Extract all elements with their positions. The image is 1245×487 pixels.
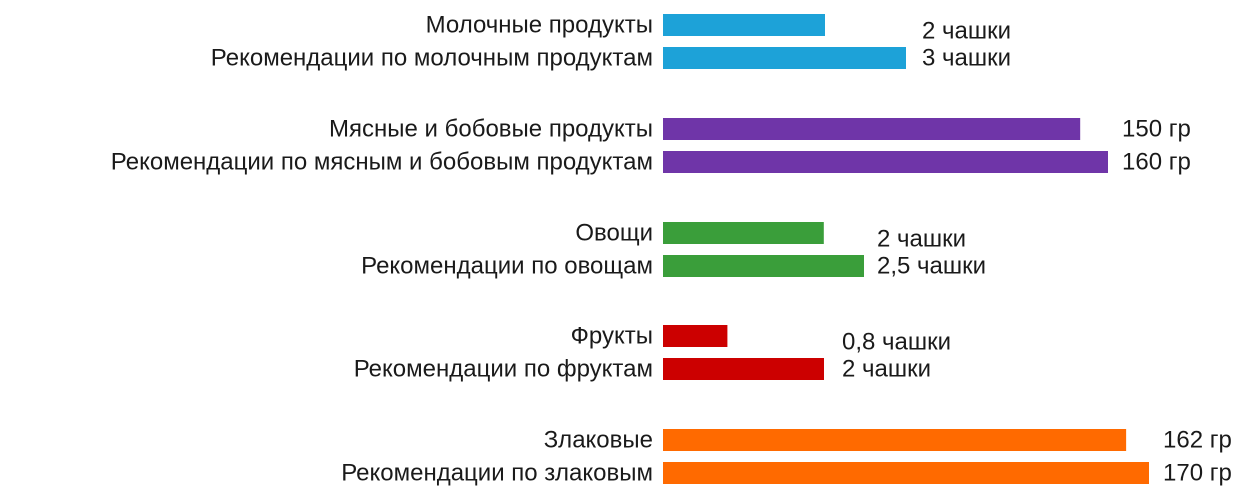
category-label: Мясные и бобовые продукты xyxy=(329,116,653,143)
data-label: 150 гр xyxy=(1122,116,1191,143)
data-label: 2 чашки xyxy=(922,18,1011,45)
bar xyxy=(663,151,1108,173)
data-label: 2 чашки xyxy=(842,356,931,383)
category-label: Молочные продукты xyxy=(426,12,653,39)
bar xyxy=(663,47,906,69)
bar xyxy=(663,325,728,347)
category-label: Злаковые xyxy=(544,427,653,454)
bar xyxy=(663,222,824,244)
bar xyxy=(663,462,1149,484)
bar xyxy=(663,358,824,380)
category-label: Рекомендации по фруктам xyxy=(354,356,653,383)
category-label: Фрукты xyxy=(571,323,653,350)
data-label: 170 гр xyxy=(1163,460,1232,487)
data-label: 2,5 чашки xyxy=(877,253,986,280)
data-label: 160 гр xyxy=(1122,149,1191,176)
data-label: 2 чашки xyxy=(877,226,966,253)
bar xyxy=(663,429,1127,451)
category-label: Рекомендации по злаковым xyxy=(341,460,653,487)
category-label: Рекомендации по молочным продуктам xyxy=(211,45,653,72)
category-label: Овощи xyxy=(575,220,653,247)
bar xyxy=(663,14,825,36)
category-label: Рекомендации по мясным и бобовым продукт… xyxy=(111,149,653,176)
data-label: 162 гр xyxy=(1163,427,1232,454)
category-label: Рекомендации по овощам xyxy=(361,253,653,280)
data-label: 3 чашки xyxy=(922,45,1011,72)
bar xyxy=(663,255,864,277)
bar xyxy=(663,118,1081,140)
data-label: 0,8 чашки xyxy=(842,329,951,356)
